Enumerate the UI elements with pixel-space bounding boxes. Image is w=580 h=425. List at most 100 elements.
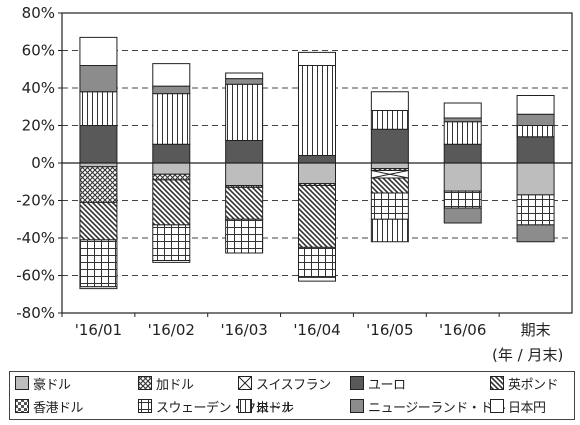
- y-tick-label: 80%: [22, 4, 55, 22]
- bar-segment-ユーロ: [298, 155, 336, 164]
- bar-segment-豪ドル: [370, 162, 409, 170]
- bar-segment-米ドル: [152, 93, 191, 145]
- legend-swatch: [350, 376, 364, 390]
- x-tick-label: '16/06: [439, 321, 486, 339]
- legend: 豪ドル 加ドル スイスフラン ユーロ 英ポンド香港ドル スウェーデン・クローナ 米ドル ニュー…: [9, 371, 575, 420]
- x-tick-label: '16/03: [220, 321, 267, 339]
- bar-segment-ユーロ: [225, 140, 264, 164]
- bar-segment-スウェーデン・クローナ: [79, 239, 118, 288]
- bar-segment-加ドル: [152, 173, 191, 181]
- bar-segment-ニュージーランド・ドル: [443, 117, 482, 123]
- x-tick-label: '16/04: [293, 321, 340, 339]
- bar-segment-日本円: [298, 51, 336, 66]
- bar-segment-米ドル: [443, 121, 482, 145]
- bar-segment-ニュージーランド・ドル: [225, 78, 264, 85]
- y-tick-label: 60%: [22, 42, 55, 60]
- bar-segment-extra: [79, 286, 118, 290]
- legend-label: ユーロ: [368, 377, 406, 393]
- legend-swatch: [138, 399, 152, 413]
- legend-swatch: [350, 399, 364, 413]
- x-tick-label: '16/05: [366, 321, 413, 339]
- bar-segment-日本円: [516, 95, 555, 115]
- x-tick-label: 期末: [521, 321, 551, 339]
- legend-label: スイスフラン: [256, 377, 331, 393]
- bar-segment-米ドル: [516, 125, 555, 138]
- bar-segment-ニュージーランド・ドル: [79, 65, 118, 93]
- legend-item: 香港ドル: [15, 397, 84, 416]
- y-tick-label: -80%: [16, 304, 55, 322]
- bars: [79, 36, 555, 290]
- y-tick-label: -40%: [16, 229, 55, 247]
- bar-segment-豪ドル: [225, 162, 264, 186]
- bar-segment-extra: [298, 276, 336, 282]
- y-tick-label: 40%: [22, 79, 55, 97]
- x-axis-unit-label: (年 / 月末): [492, 346, 564, 364]
- bar-segment-ユーロ: [152, 143, 191, 164]
- bar-segment-日本円: [79, 36, 118, 66]
- bar-segment-ユーロ: [443, 143, 482, 164]
- bar-segment-英ポンド: [298, 185, 336, 248]
- bar-segment-豪ドル: [516, 162, 555, 196]
- bar-segment-ユーロ: [516, 136, 555, 164]
- legend-swatch: [238, 376, 252, 390]
- bar-segment-スウェーデン・クローナ: [370, 192, 409, 220]
- bar-segment-ユーロ: [79, 125, 118, 164]
- legend-item: 米ドル: [238, 397, 294, 416]
- bar-segment-スウェーデン・クローナ: [225, 218, 264, 254]
- y-tick-label: -20%: [16, 192, 55, 210]
- x-tick-label: '16/02: [148, 321, 195, 339]
- bar-segment-日本円: [443, 102, 482, 119]
- bar-segment-米ドル: [225, 83, 264, 141]
- bar-segment-米ドル: [298, 65, 336, 156]
- legend-item: ユーロ: [350, 374, 406, 393]
- bar-segment-英ポンド: [370, 177, 409, 194]
- legend-item: ニュージーランド・ドル: [350, 397, 506, 416]
- y-tick-label: 0%: [31, 154, 55, 172]
- legend-item: スイスフラン: [238, 374, 331, 393]
- bar-segment-ユーロ: [370, 128, 409, 164]
- legend-swatch: [138, 376, 152, 390]
- legend-item: 日本円: [490, 397, 546, 416]
- bar-segment-スウェーデン・クローナ: [152, 224, 191, 261]
- bar-segment-extra: [370, 218, 409, 243]
- bar-segment-スウェーデン・クローナ: [516, 194, 555, 226]
- y-tick-label: 20%: [22, 117, 55, 135]
- bar-segment-mark: [371, 170, 409, 179]
- bar-segment-ニュージーランド・ドル: [152, 85, 191, 95]
- bar-segment-米ドル: [79, 91, 118, 126]
- legend-swatch: [238, 399, 252, 413]
- bar-segment-日本円: [225, 72, 264, 80]
- bar-segment-英ポンド: [79, 201, 118, 241]
- legend-item: スウェーデン・クローナ: [138, 397, 294, 416]
- legend-swatch: [490, 376, 504, 390]
- bar-segment-extra: [152, 260, 191, 263]
- x-tick-label: '16/01: [75, 321, 122, 339]
- legend-label: 日本円: [508, 400, 546, 416]
- legend-label: スウェーデン・クローナ: [156, 400, 294, 416]
- legend-swatch: [15, 376, 29, 390]
- y-tick-label: -60%: [16, 267, 55, 285]
- legend-label: 豪ドル: [33, 377, 71, 393]
- bar-segment-スウェーデン・クローナ: [298, 246, 336, 278]
- bar-segment-豪ドル: [443, 162, 482, 192]
- bar-segment-ニュージーランド・ドル: [516, 113, 555, 126]
- stacked-bar-chart: 80% 60% 40% 20% 0% -20% -40% -60% -80% '16/01 '16/…: [16, 4, 573, 339]
- legend-item: 豪ドル: [15, 374, 71, 393]
- legend-label: 香港ドル: [33, 400, 84, 416]
- axes: 80% 60% 40% 20% 0% -20% -40% -60% -80% '16/01 '16/…: [16, 4, 573, 339]
- bar-segment-豪ドル: [298, 162, 336, 185]
- legend-item: 加ドル: [138, 374, 194, 393]
- bar-segment-extra: [516, 224, 555, 243]
- bar-segment-日本円: [152, 63, 191, 87]
- legend-swatch: [490, 399, 504, 413]
- legend-swatch: [15, 399, 29, 413]
- bar-segment-スウェーデン・クローナ: [443, 190, 482, 209]
- legend-label: 加ドル: [156, 377, 194, 393]
- bar-segment-extra: [443, 207, 482, 224]
- bar-segment-日本円: [370, 91, 409, 111]
- bar-segment-英ポンド: [152, 179, 191, 226]
- bar-segment-豪ドル: [152, 162, 191, 175]
- legend-label: ニュージーランド・ドル: [368, 400, 506, 416]
- legend-item: 英ポンド: [490, 374, 559, 393]
- legend-label: 米ドル: [256, 400, 294, 416]
